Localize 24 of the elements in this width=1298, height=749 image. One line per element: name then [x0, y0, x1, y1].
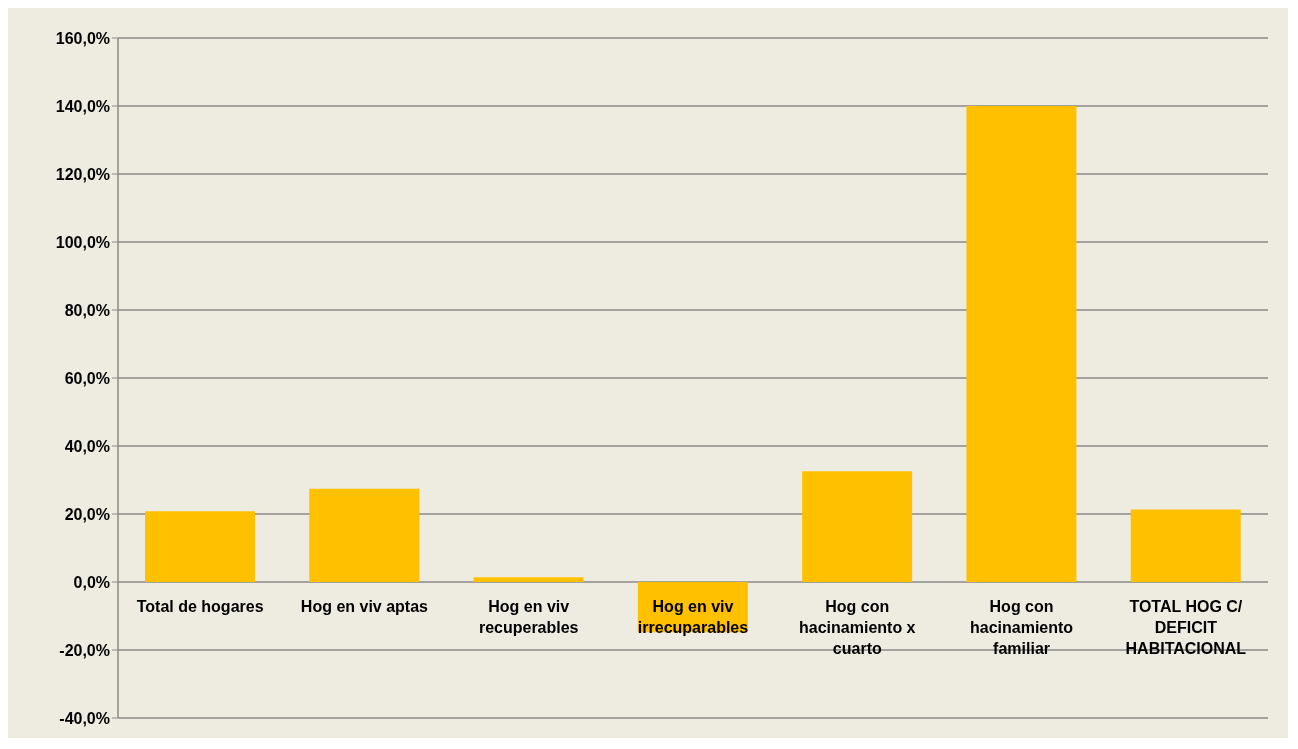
bar — [145, 511, 255, 582]
x-tick-label: Hog en viv recuperables — [478, 598, 579, 636]
y-tick-label: 160,0% — [55, 29, 110, 47]
bar — [1130, 509, 1241, 582]
bar — [309, 488, 420, 582]
x-tick-label: Hog en viv aptas — [300, 598, 429, 615]
y-tick-label: 100,0% — [55, 233, 110, 251]
y-tick-label: -20,0% — [59, 641, 110, 659]
y-tick-label: 40,0% — [64, 437, 110, 455]
y-tick-label: 60,0% — [64, 369, 110, 387]
bar — [473, 577, 584, 582]
y-tick-label: 120,0% — [55, 165, 110, 183]
bar — [966, 106, 1077, 582]
x-tick-label: Hog con hacinamiento x cuarto — [799, 598, 916, 657]
x-tick-label: Hog con hacinamiento familiar — [970, 598, 1074, 657]
y-tick-label: -40,0% — [59, 709, 110, 727]
x-tick-label: TOTAL HOG C/ DEFICIT HABITACIONAL — [1125, 598, 1247, 657]
x-tick-label: Hog en viv irrecuparables — [637, 598, 749, 636]
y-tick-label: 0,0% — [73, 573, 110, 591]
bar — [802, 471, 913, 582]
y-tick-label: 140,0% — [55, 97, 110, 115]
y-tick-label: 20,0% — [64, 505, 110, 523]
x-tick-label: Total de hogares — [136, 598, 264, 615]
y-tick-label: 80,0% — [64, 301, 110, 319]
